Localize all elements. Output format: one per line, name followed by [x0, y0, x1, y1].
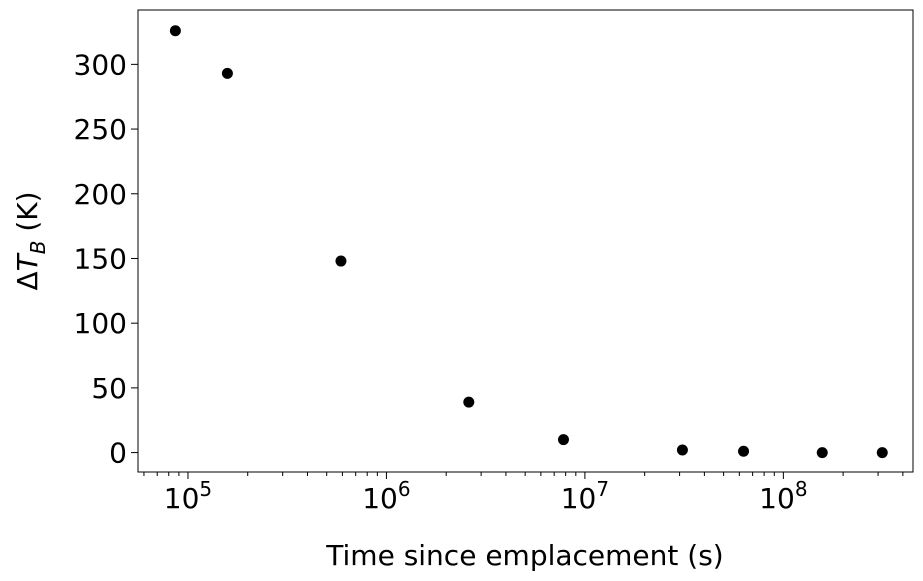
x-tick-label: 106: [362, 477, 410, 515]
x-axis-label: Time since emplacement (s): [325, 539, 723, 572]
y-tick-label: 300: [74, 48, 127, 81]
x-tick-base: 10: [561, 482, 597, 515]
x-tick-exponent: 8: [795, 477, 808, 501]
plot-area: [137, 9, 914, 473]
data-point: [876, 447, 888, 459]
data-point: [676, 444, 688, 456]
x-tick-exponent: 5: [199, 477, 212, 501]
y-tick-label: 150: [74, 242, 127, 275]
x-tick-exponent: 6: [398, 477, 411, 501]
y-tick-label: 100: [74, 307, 127, 340]
data-points: [169, 25, 888, 459]
y-axis-label-var: T: [11, 252, 44, 271]
x-tick-label: 107: [561, 477, 609, 515]
x-tick-base: 10: [759, 482, 795, 515]
data-point: [557, 434, 569, 446]
data-point: [335, 255, 347, 267]
x-tick-base: 10: [164, 482, 200, 515]
data-point: [463, 396, 475, 408]
y-axis-label: ΔTB (K): [11, 191, 50, 290]
data-point: [738, 445, 750, 457]
x-tick-base: 10: [362, 482, 398, 515]
x-tick-label: 108: [759, 477, 807, 515]
x-axis: 105 106 107 108: [143, 472, 904, 515]
y-tick-label: 50: [91, 372, 127, 405]
y-axis-label-unit: (K): [11, 191, 44, 240]
x-tick-exponent: 7: [596, 477, 609, 501]
y-axis: 0 50 100 150 200 250 300: [74, 48, 138, 470]
data-point: [169, 25, 181, 37]
y-axis-label-delta: Δ: [11, 271, 44, 290]
y-tick-label: 0: [109, 437, 127, 470]
y-tick-label: 250: [74, 113, 127, 146]
data-point: [221, 67, 233, 79]
x-tick-label: 105: [164, 477, 212, 515]
y-axis-label-sub: B: [26, 241, 50, 255]
data-point: [816, 447, 828, 459]
y-tick-label: 200: [74, 178, 127, 211]
